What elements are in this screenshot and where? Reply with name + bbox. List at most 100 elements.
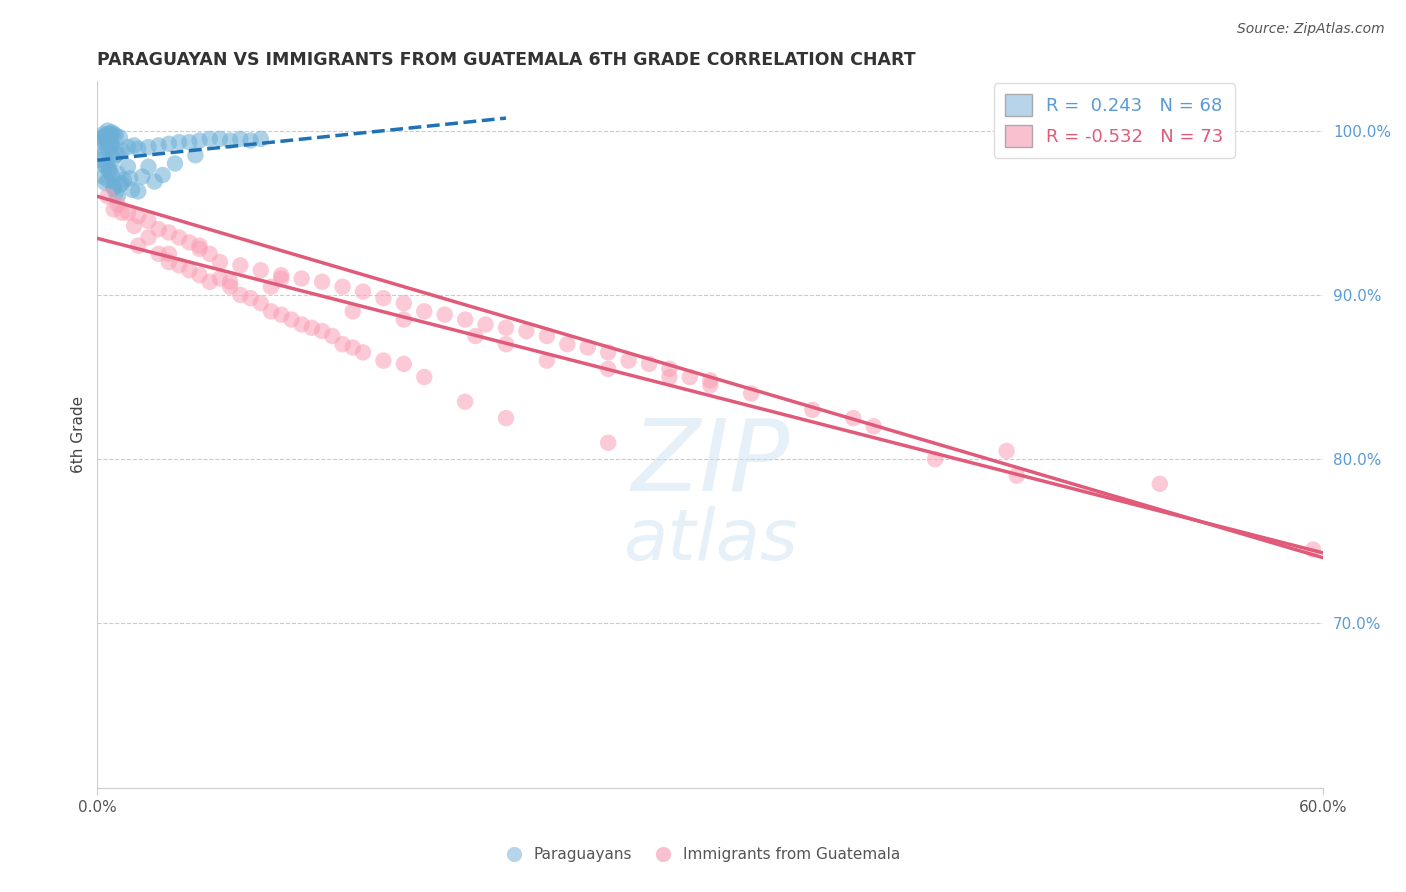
Point [638, 357, 661, 371]
Point [104, 186, 127, 200]
Point [98, 164, 121, 178]
Point [464, 329, 486, 343]
Point [301, 320, 323, 334]
Point [122, 138, 145, 153]
Point [740, 386, 762, 401]
Point [801, 403, 824, 417]
Point [188, 238, 211, 252]
Point [219, 133, 242, 147]
Point [658, 370, 681, 384]
Point [198, 275, 221, 289]
Point [454, 312, 477, 326]
Point [138, 140, 160, 154]
Point [97, 173, 120, 187]
Point [100, 125, 122, 139]
Point [167, 230, 190, 244]
Point [658, 361, 681, 376]
Point [454, 394, 477, 409]
Point [598, 435, 620, 450]
Point [617, 353, 640, 368]
Point [103, 202, 125, 217]
Point [117, 140, 139, 154]
Point [100, 136, 122, 151]
Point [311, 275, 333, 289]
Point [94, 128, 117, 143]
Point [157, 255, 180, 269]
Point [118, 171, 141, 186]
Text: Source: ZipAtlas.com: Source: ZipAtlas.com [1237, 22, 1385, 37]
Point [1302, 542, 1324, 557]
Point [392, 296, 415, 310]
Point [249, 132, 271, 146]
Point [127, 238, 149, 252]
Point [291, 318, 314, 332]
Point [413, 304, 436, 318]
Point [152, 168, 174, 182]
Point [679, 370, 702, 384]
Point [108, 178, 131, 192]
Point [598, 345, 620, 359]
Point [97, 133, 120, 147]
Point [98, 140, 121, 154]
Point [291, 271, 314, 285]
Legend: R =  0.243   N = 68, R = -0.532   N = 73: R = 0.243 N = 68, R = -0.532 N = 73 [994, 83, 1234, 158]
Point [332, 337, 354, 351]
Point [515, 324, 537, 338]
Point [138, 230, 160, 244]
Point [342, 304, 364, 318]
Point [103, 127, 125, 141]
Point [111, 176, 134, 190]
Point [239, 133, 262, 147]
Point [536, 329, 558, 343]
Point [100, 138, 122, 153]
Point [699, 378, 721, 392]
Point [229, 288, 252, 302]
Point [1149, 476, 1171, 491]
Point [862, 419, 884, 434]
Text: atlas: atlas [623, 506, 797, 575]
Point [352, 345, 374, 359]
Point [995, 444, 1018, 458]
Point [127, 185, 149, 199]
Point [93, 169, 115, 184]
Point [699, 373, 721, 387]
Point [167, 135, 190, 149]
Point [924, 452, 946, 467]
Point [270, 268, 292, 283]
Point [179, 235, 201, 250]
Point [103, 181, 125, 195]
Point [373, 291, 395, 305]
Point [112, 173, 135, 187]
Point [495, 337, 517, 351]
Point [107, 197, 129, 211]
Point [94, 132, 117, 146]
Point [495, 411, 517, 425]
Point [198, 132, 221, 146]
Point [94, 176, 117, 190]
Point [555, 337, 578, 351]
Point [117, 160, 139, 174]
Point [117, 206, 139, 220]
Point [93, 148, 115, 162]
Point [163, 156, 186, 170]
Point [219, 275, 242, 289]
Point [104, 128, 127, 143]
Point [229, 258, 252, 272]
Point [576, 341, 599, 355]
Point [107, 189, 129, 203]
Point [103, 179, 125, 194]
Point [208, 271, 231, 285]
Point [93, 130, 115, 145]
Text: ZIP: ZIP [631, 414, 789, 511]
Point [1005, 468, 1028, 483]
Point [188, 268, 211, 283]
Point [127, 142, 149, 156]
Point [93, 127, 115, 141]
Point [122, 219, 145, 233]
Point [98, 163, 121, 178]
Point [111, 144, 134, 158]
Point [97, 156, 120, 170]
Point [842, 411, 865, 425]
Point [143, 175, 166, 189]
Point [392, 357, 415, 371]
